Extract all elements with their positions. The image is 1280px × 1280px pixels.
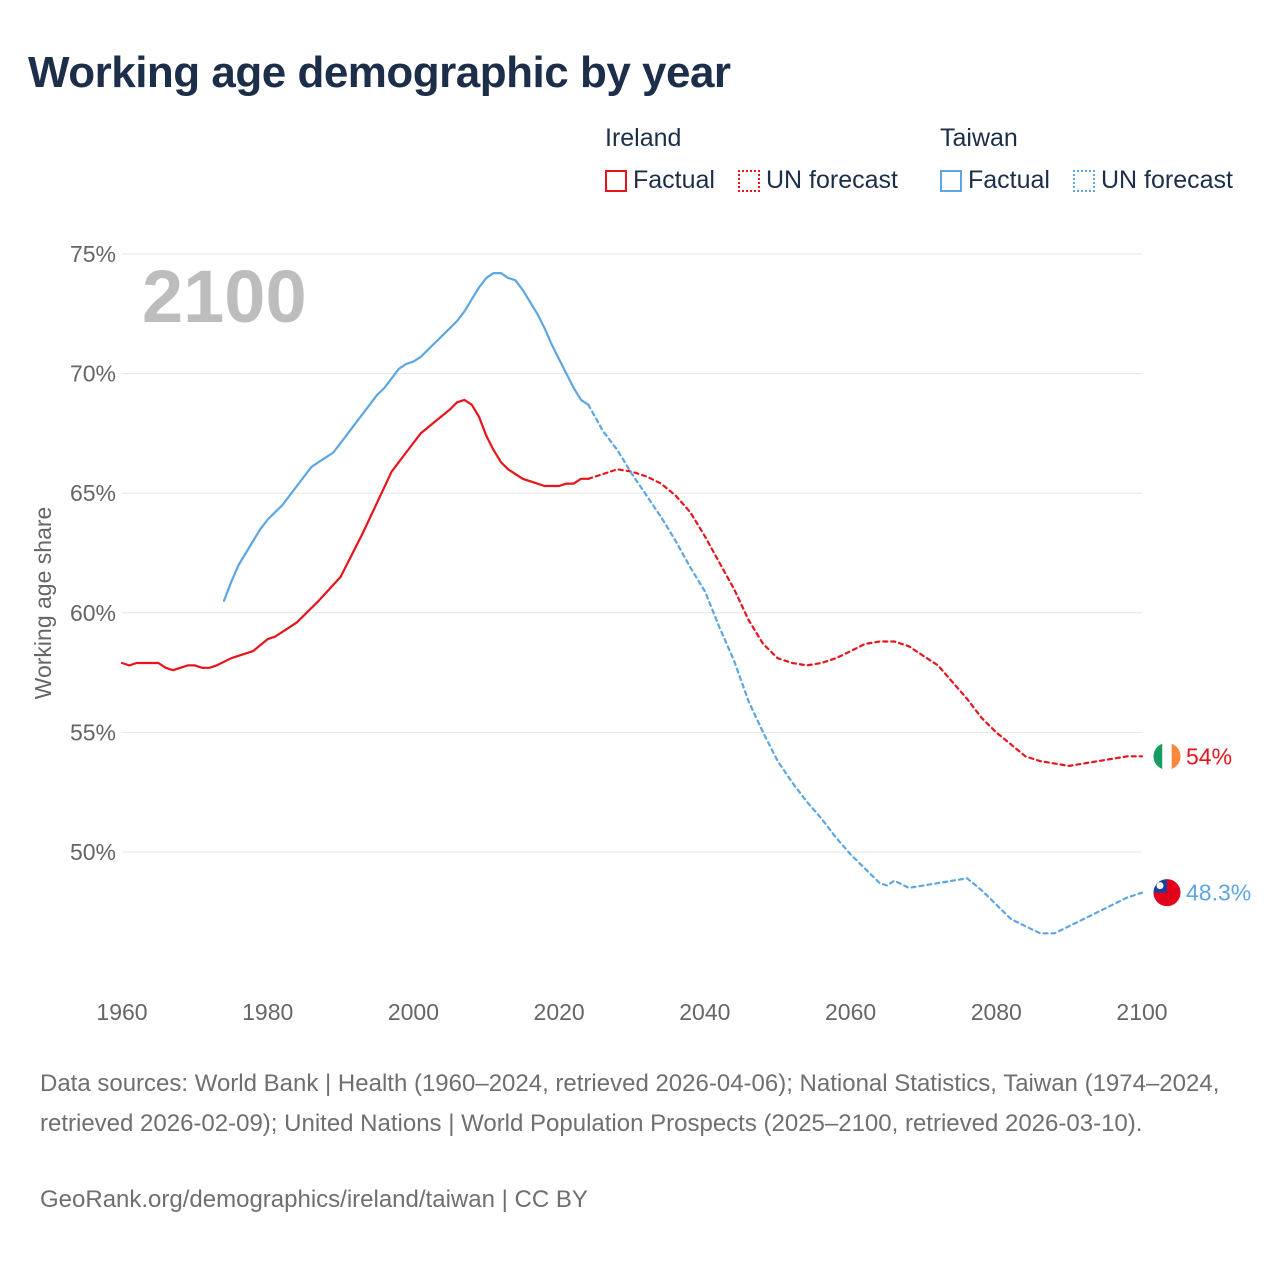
flag-sun xyxy=(1156,882,1164,890)
legend-swatch-taiwan-forecast xyxy=(1073,169,1095,192)
x-tick-label: 2040 xyxy=(679,999,730,1025)
flag-stripe xyxy=(1153,742,1163,771)
legend-label: UN forecast xyxy=(1101,166,1233,194)
flag-stripe xyxy=(1162,742,1172,771)
legend-group-taiwan: Taiwan xyxy=(940,124,1018,152)
y-tick-label: 75% xyxy=(70,241,116,267)
x-tick-label: 2060 xyxy=(825,999,876,1025)
chart-title: Working age demographic by year xyxy=(28,48,731,97)
x-tick-label: 1960 xyxy=(96,999,147,1025)
legend-swatch-ireland-forecast xyxy=(738,169,760,192)
legend-ireland-factual[interactable]: Factual xyxy=(605,166,715,195)
flag-outline xyxy=(1152,741,1182,771)
end-value-label-ireland: 54% xyxy=(1186,743,1232,769)
flag-outline xyxy=(1152,878,1182,908)
series-line-ireland-forecast xyxy=(587,468,1144,768)
year-overlay: 2100 xyxy=(142,255,307,338)
y-tick-label: 60% xyxy=(70,600,116,626)
legend-label: Factual xyxy=(968,166,1050,194)
legend-ireland-forecast[interactable]: UN forecast xyxy=(738,166,898,195)
grid xyxy=(122,253,1142,853)
legend-swatch-taiwan-factual xyxy=(940,169,962,192)
legend-taiwan-factual[interactable]: Factual xyxy=(940,166,1050,195)
y-tick-label: 50% xyxy=(70,839,116,865)
y-tick-label: 55% xyxy=(70,719,116,745)
end-value-label-taiwan: 48.3% xyxy=(1186,880,1251,906)
line-chart: 50% 55% 60% 65% 70% 75% 1960 1980 2000 2020 2040 20… xyxy=(30,241,1251,1025)
y-tick-label: 70% xyxy=(70,361,116,387)
y-axis-label: Working age share xyxy=(30,507,56,700)
x-tick-label: 2000 xyxy=(388,999,439,1025)
end-labels: 54% 48.3% xyxy=(1152,741,1251,908)
series-line-ireland-factual xyxy=(120,398,590,672)
series xyxy=(120,272,1144,935)
ireland-flag-icon xyxy=(1152,741,1182,771)
x-tick-label: 2080 xyxy=(971,999,1022,1025)
x-tick-label: 2020 xyxy=(534,999,585,1025)
credit-link[interactable]: GeoRank.org/demographics/ireland/taiwan … xyxy=(40,1186,588,1213)
series-line-taiwan-forecast xyxy=(587,403,1144,935)
legend-group-ireland: Ireland xyxy=(605,124,682,152)
legend-label: UN forecast xyxy=(766,166,898,194)
data-sources: Data sources: World Bank | Health (1960–… xyxy=(40,1070,1220,1137)
taiwan-flag-icon xyxy=(1152,878,1182,908)
flag-stripe xyxy=(1171,742,1181,771)
x-tick-label: 1980 xyxy=(242,999,293,1025)
legend-label: Factual xyxy=(633,166,715,194)
axes: 50% 55% 60% 65% 70% 75% 1960 1980 2000 2020 2040 20… xyxy=(70,241,1168,1025)
legend-swatch-ireland-factual xyxy=(605,169,627,192)
y-tick-label: 65% xyxy=(70,480,116,506)
x-tick-label: 2100 xyxy=(1116,999,1167,1025)
series-line-taiwan-factual xyxy=(222,272,590,602)
legend-taiwan-forecast[interactable]: UN forecast xyxy=(1073,166,1233,195)
